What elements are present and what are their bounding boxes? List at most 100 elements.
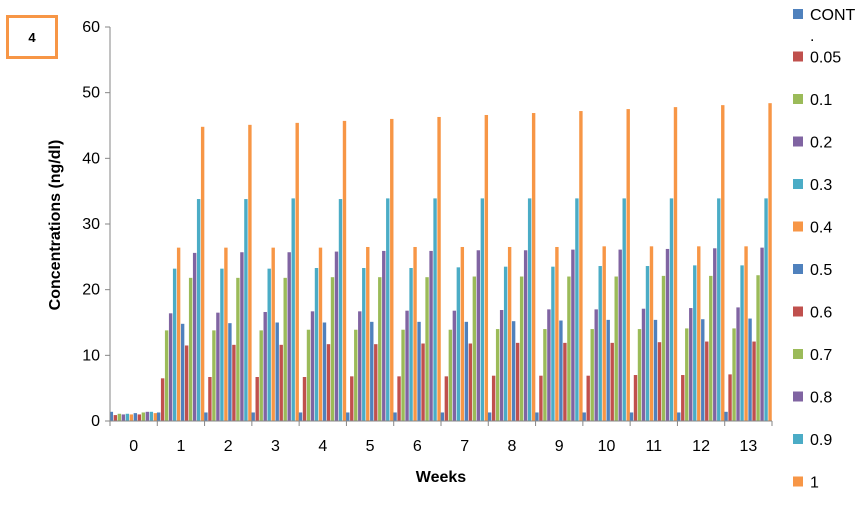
bar: [756, 275, 760, 421]
bar: [717, 198, 721, 421]
y-tick-label: 60: [82, 19, 100, 36]
bar: [721, 105, 725, 421]
bar: [172, 268, 177, 421]
bar: [390, 118, 394, 422]
bar: [417, 321, 421, 421]
bar: [649, 246, 654, 421]
bar: [338, 199, 343, 421]
bar: [306, 329, 311, 421]
legend-label: 0.3: [810, 177, 832, 194]
x-tick-label: 9: [555, 438, 564, 455]
bar: [555, 246, 559, 421]
bar: [626, 109, 630, 421]
bar: [326, 344, 331, 421]
x-tick-label: 8: [507, 438, 516, 455]
bar: [437, 116, 441, 422]
bar: [460, 246, 465, 421]
bar: [590, 329, 594, 421]
bar: [551, 266, 555, 421]
bar: [602, 246, 606, 421]
y-tick-label: 20: [82, 282, 100, 299]
bar: [409, 268, 413, 421]
bar: [362, 268, 366, 421]
legend-label: 0.6: [810, 305, 832, 322]
bar: [267, 268, 271, 421]
bar: [673, 107, 678, 422]
bar: [291, 198, 295, 421]
bar: [287, 252, 291, 421]
bar: [744, 246, 748, 421]
bar: [740, 265, 744, 421]
legend-swatch: [793, 434, 803, 444]
bar: [374, 344, 378, 421]
x-tick-label: 11: [645, 438, 662, 455]
bar: [255, 377, 259, 421]
bar: [515, 342, 520, 421]
bar: [661, 275, 666, 421]
bar: [472, 276, 477, 421]
bar: [425, 277, 429, 421]
bar: [629, 412, 634, 421]
bar: [200, 126, 205, 421]
bar: [113, 415, 118, 421]
bar: [724, 411, 728, 421]
y-axis-ticks: 0 10 20 30 40 50 60: [82, 19, 110, 430]
x-tick-label: 4: [318, 438, 327, 455]
bar: [444, 376, 449, 421]
bar: [495, 329, 500, 421]
bar: [653, 319, 658, 421]
legend-label: 0.2: [810, 135, 832, 152]
bar: [618, 249, 622, 421]
bars-group: [109, 103, 772, 422]
y-tick-label: 10: [82, 347, 100, 364]
bar: [386, 198, 390, 421]
x-tick-label: 1: [176, 438, 185, 455]
bar: [610, 342, 614, 421]
bar: [160, 378, 165, 421]
x-axis-title: Weeks: [416, 469, 467, 486]
legend-swatch: [793, 94, 803, 104]
bar: [133, 413, 138, 421]
bar: [511, 321, 516, 421]
legend-label: 0.5: [810, 262, 832, 279]
y-tick-label: 40: [82, 150, 100, 167]
bar: [531, 113, 536, 422]
bar: [263, 311, 267, 421]
bar: [220, 268, 224, 421]
bar: [318, 247, 323, 421]
bar: [519, 276, 524, 421]
bar: [228, 323, 232, 421]
bar: [342, 120, 347, 422]
bar: [484, 114, 489, 422]
bar: [346, 412, 350, 421]
bar: [641, 308, 646, 421]
bar: [401, 329, 405, 421]
bar: [283, 277, 287, 421]
bar: [156, 412, 161, 421]
bar: [354, 329, 358, 421]
bar: [236, 277, 240, 421]
bar: [298, 412, 303, 421]
bar: [452, 310, 457, 421]
bar: [322, 322, 327, 421]
x-tick-label: 7: [460, 438, 469, 455]
x-tick-label: 13: [739, 438, 757, 455]
bar: [559, 320, 563, 421]
bar: [598, 266, 602, 421]
bar: [192, 252, 197, 421]
legend: CONT. 0.05 0.1 0.2 0.3 0.4 0.5 0.6 0.7 0.8 0.9 1: [793, 7, 856, 492]
bar: [622, 198, 626, 421]
bar: [768, 103, 772, 422]
bar: [248, 124, 252, 421]
bar: [705, 341, 709, 421]
bar: [606, 319, 610, 421]
bar: [709, 275, 713, 421]
bar: [677, 412, 681, 421]
panel-label: 4: [28, 29, 36, 45]
bar: [507, 246, 512, 421]
bar: [275, 322, 279, 421]
bar: [137, 414, 142, 421]
bar: [732, 328, 736, 421]
bar: [535, 412, 539, 421]
